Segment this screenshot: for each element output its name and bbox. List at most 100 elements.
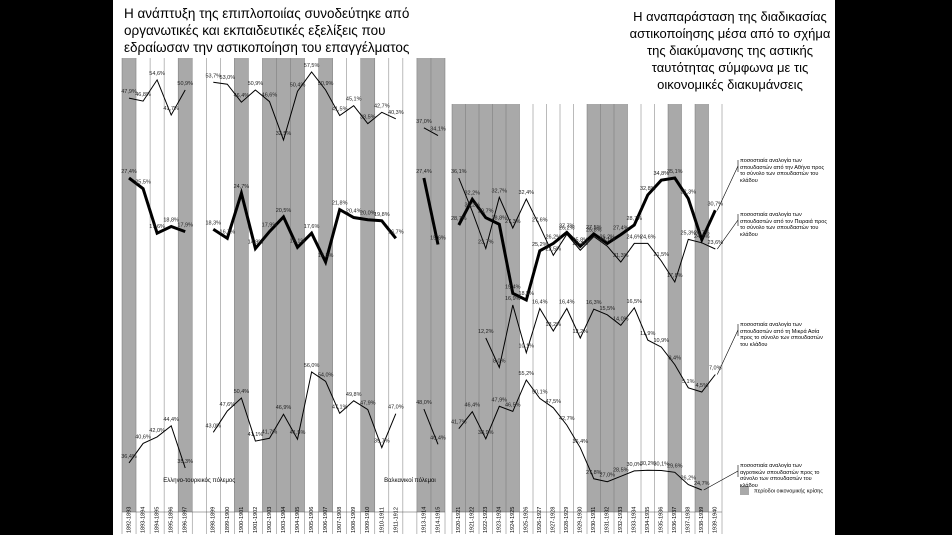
bold-line xyxy=(128,176,440,267)
series-line xyxy=(458,378,702,491)
value-label: 8,0% xyxy=(493,358,506,364)
value-label: 27,4% xyxy=(121,169,137,175)
value-label: 17,9% xyxy=(262,223,278,229)
value-label: 16,4% xyxy=(532,300,548,306)
value-label: 11,9% xyxy=(640,331,655,337)
x-tick-label: 1914-1915 xyxy=(435,507,441,533)
value-label: 27,4% xyxy=(416,169,432,175)
right-title: Η αναπαράσταση της διαδικασίας αστικοποίη… xyxy=(595,8,865,93)
shaded-period xyxy=(506,104,520,512)
shaded-period xyxy=(430,58,445,512)
value-label: 21,5% xyxy=(653,252,669,258)
value-label: 36,4% xyxy=(121,454,137,460)
x-tick-label: 1899-1900 xyxy=(225,507,231,533)
legend-entry: ποσοστιαία αναλογία των σπουδαστών από τ… xyxy=(740,158,825,184)
title-line: οικονομικές διακυμάνσεις xyxy=(657,77,803,92)
x-tick-label: 1896-1897 xyxy=(183,507,189,533)
left-title: Η ανάπτυξη της επιπλοποιίας συνοδεύτηκε … xyxy=(124,5,409,56)
value-label: 47,9% xyxy=(121,89,137,95)
x-tick-label: 1921-1922 xyxy=(470,507,476,533)
x-tick-label: 1939-1940 xyxy=(713,507,719,533)
x-tick-label: 1900-1901 xyxy=(239,507,245,533)
value-label: 42,7% xyxy=(374,103,390,109)
value-label: 32,8% xyxy=(640,186,656,192)
value-label: 43,0% xyxy=(205,423,221,429)
annotation: Ελληνο-τουρκικός πόλεμος xyxy=(163,477,235,484)
value-label: 25,3% xyxy=(680,230,696,236)
series-line xyxy=(128,71,439,142)
shaded-period xyxy=(262,58,277,512)
shaded-period xyxy=(290,58,305,512)
value-label: 46,9% xyxy=(276,405,292,411)
value-label: 46,6% xyxy=(262,93,278,99)
title-line: αστικοποίησης μέσα από το σχήμα xyxy=(629,26,831,41)
value-label: 24,6% xyxy=(626,234,642,240)
value-label: 29,6% xyxy=(667,463,683,469)
value-label: 34,1% xyxy=(430,127,446,133)
x-tick-label: 1894-1895 xyxy=(155,507,161,533)
x-tick-label: 1898-1899 xyxy=(211,507,217,533)
value-label: 39,7% xyxy=(374,439,390,445)
value-label: 35,1% xyxy=(667,169,683,175)
x-tick-label: 1906-1907 xyxy=(323,507,329,533)
value-label: 44,4% xyxy=(163,417,179,423)
x-tick-label: 1931-1932 xyxy=(605,507,611,533)
value-label: 32,2% xyxy=(464,190,480,196)
value-label: 27,3% xyxy=(505,219,521,225)
shaded-period xyxy=(452,104,466,512)
value-label: 30,7% xyxy=(707,201,723,207)
value-label: 55,2% xyxy=(518,371,534,377)
value-label: 14,0% xyxy=(613,316,629,322)
x-tick-label: 1936-1937 xyxy=(672,507,678,533)
value-label: 20,4% xyxy=(346,208,362,214)
x-tick-label: 1928-1929 xyxy=(564,507,570,533)
value-label: 46,4% xyxy=(234,93,250,99)
value-label: 42,0% xyxy=(149,428,165,434)
value-label: 47,5% xyxy=(545,399,561,405)
value-label: 50,4% xyxy=(234,389,250,395)
value-label: 12,2% xyxy=(478,329,494,335)
x-tick-label: 1924-1925 xyxy=(510,507,516,533)
value-label: 25,5% xyxy=(135,180,151,186)
shaded-period xyxy=(465,104,479,512)
x-tick-label: 1892-1893 xyxy=(126,507,132,533)
value-label: 19,4% xyxy=(505,284,521,290)
value-label: 40,6% xyxy=(135,434,151,440)
value-label: 8,4% xyxy=(668,356,681,362)
x-tick-label: 1920-1921 xyxy=(456,507,462,533)
value-label: 29,7% xyxy=(478,209,494,215)
value-label: 57,5% xyxy=(304,63,320,69)
value-label: 17,8% xyxy=(667,273,683,279)
value-label: 32,3% xyxy=(680,190,696,196)
value-label: 41,1% xyxy=(248,432,264,438)
value-label: 23,4% xyxy=(572,241,588,247)
legend-entry: ποσοστιαία αναλογία των αγροτικών σπουδα… xyxy=(740,463,820,489)
x-tick-label: 1913-1914 xyxy=(421,507,427,533)
value-label: 16,4% xyxy=(559,300,575,306)
value-label: 24,6% xyxy=(640,234,656,240)
series-line xyxy=(485,304,716,393)
value-label: 26,2% xyxy=(559,225,575,231)
value-label: 20,5% xyxy=(276,208,292,214)
shaded-period xyxy=(360,58,375,512)
x-tick-label: 1934-1935 xyxy=(645,507,651,533)
value-label: 27,6% xyxy=(532,217,548,223)
shaded-period xyxy=(600,104,614,512)
value-label: 54,0% xyxy=(318,372,334,378)
value-label: 53,7% xyxy=(205,73,221,79)
value-label: 24,7% xyxy=(694,481,710,487)
x-tick-label: 1902-1903 xyxy=(267,507,273,533)
x-tick-label: 1927-1928 xyxy=(551,507,557,533)
value-label: 56,0% xyxy=(304,363,320,369)
value-label: 24,7% xyxy=(694,234,710,240)
shaded-period xyxy=(178,58,193,512)
value-label: 41,7% xyxy=(262,429,278,435)
value-label: 14,9% xyxy=(248,239,264,245)
title-line: οργανωτικές και εκπαιδευτικές εξελίξεις … xyxy=(124,23,386,38)
value-label: 53,0% xyxy=(220,75,236,81)
value-label: 50,1% xyxy=(532,389,548,395)
value-label: 40,4% xyxy=(430,435,446,441)
value-label: 46,5% xyxy=(505,402,521,408)
value-label: 18,8% xyxy=(163,217,179,223)
